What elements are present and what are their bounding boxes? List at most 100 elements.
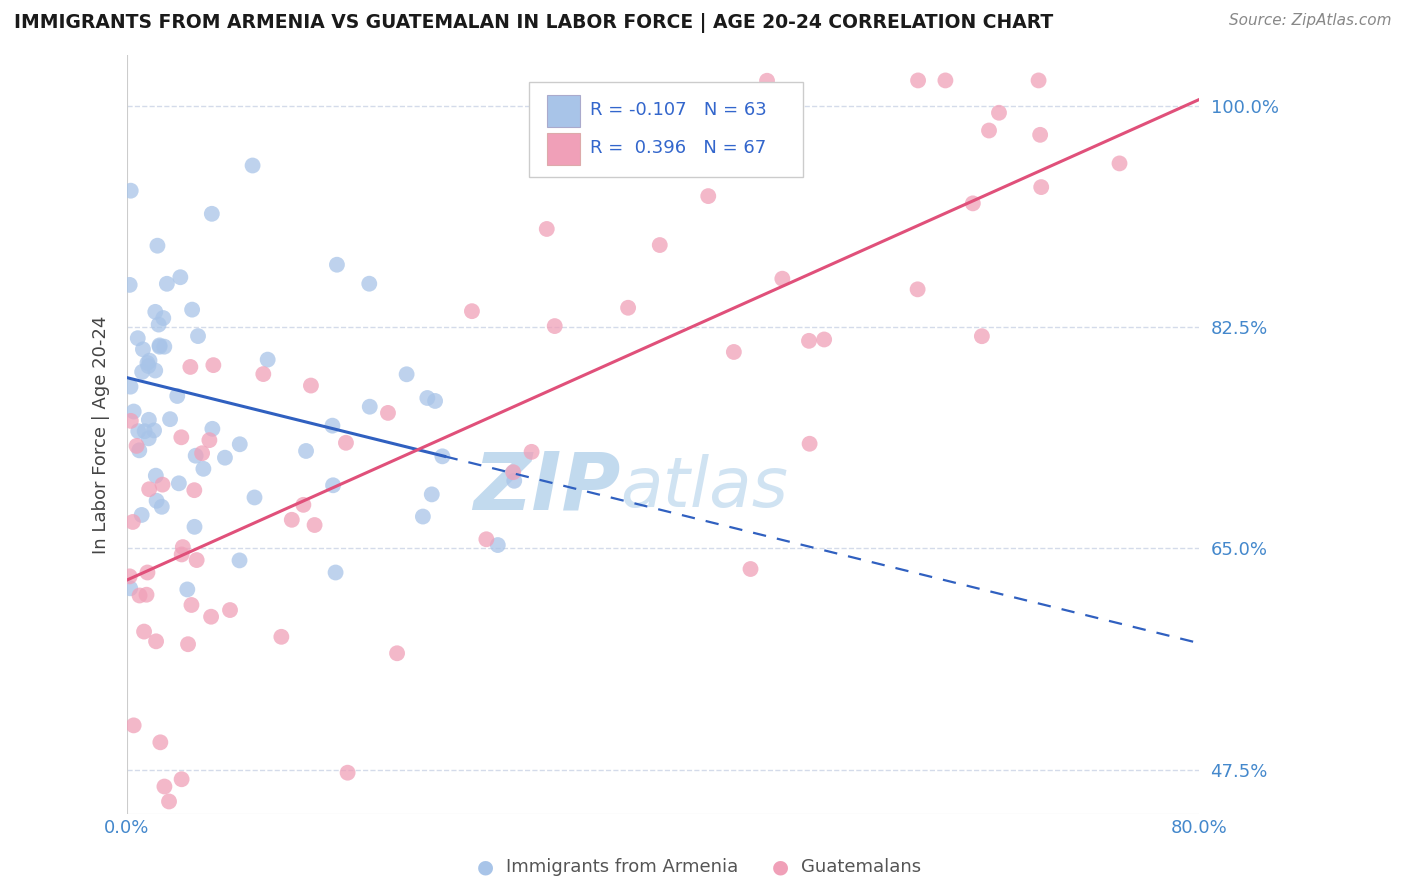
- Point: [183, 520, 205, 534]
- Point: [416, 391, 439, 405]
- Point: [1031, 180, 1053, 194]
- FancyBboxPatch shape: [529, 82, 803, 177]
- Text: R = -0.107   N = 63: R = -0.107 N = 63: [591, 101, 768, 119]
- Text: R =  0.396   N = 67: R = 0.396 N = 67: [591, 139, 766, 157]
- Point: [322, 478, 344, 492]
- Point: [219, 603, 242, 617]
- Point: [503, 474, 526, 488]
- Point: [295, 444, 318, 458]
- Point: [202, 358, 225, 372]
- Point: [359, 277, 381, 291]
- Point: [181, 302, 204, 317]
- Point: [167, 476, 190, 491]
- Point: [756, 74, 779, 88]
- Point: [183, 483, 205, 498]
- Point: [187, 329, 209, 343]
- Point: [252, 367, 274, 381]
- Point: [420, 487, 443, 501]
- Point: [907, 282, 929, 296]
- Point: [153, 780, 176, 794]
- Point: [121, 515, 143, 529]
- Point: [201, 422, 224, 436]
- Point: [131, 365, 153, 379]
- Point: [138, 359, 160, 373]
- Point: [229, 437, 252, 451]
- Point: [1028, 73, 1050, 87]
- Point: [977, 123, 1000, 137]
- Point: [193, 462, 215, 476]
- Point: [177, 637, 200, 651]
- Point: [136, 566, 159, 580]
- Point: [159, 412, 181, 426]
- Point: [132, 624, 155, 639]
- Bar: [547, 95, 579, 128]
- Point: [149, 340, 172, 354]
- Point: [200, 609, 222, 624]
- Point: [176, 582, 198, 597]
- Point: [502, 465, 524, 479]
- Text: Source: ZipAtlas.com: Source: ZipAtlas.com: [1229, 13, 1392, 29]
- Point: [146, 238, 169, 252]
- Point: [118, 569, 141, 583]
- Point: [136, 356, 159, 370]
- Point: [131, 508, 153, 522]
- Point: [135, 588, 157, 602]
- Point: [120, 414, 142, 428]
- Point: [723, 345, 745, 359]
- Point: [270, 630, 292, 644]
- Point: [988, 105, 1011, 120]
- Point: [128, 589, 150, 603]
- Point: [118, 277, 141, 292]
- Point: [243, 491, 266, 505]
- Text: IMMIGRANTS FROM ARMENIA VS GUATEMALAN IN LABOR FORCE | AGE 20-24 CORRELATION CHA: IMMIGRANTS FROM ARMENIA VS GUATEMALAN IN…: [14, 13, 1053, 33]
- Point: [520, 445, 543, 459]
- Point: [157, 795, 180, 809]
- Text: Guatemalans: Guatemalans: [801, 858, 921, 876]
- Point: [143, 363, 166, 377]
- Point: [907, 73, 929, 87]
- Point: [184, 449, 207, 463]
- Point: [138, 431, 160, 445]
- Point: [132, 343, 155, 357]
- Point: [150, 500, 173, 514]
- Text: ●: ●: [477, 857, 494, 877]
- Point: [170, 772, 193, 787]
- Y-axis label: In Labor Force | Age 20-24: In Labor Force | Age 20-24: [93, 316, 110, 554]
- Point: [201, 207, 224, 221]
- Point: [186, 553, 208, 567]
- Point: [145, 634, 167, 648]
- Point: [740, 562, 762, 576]
- Point: [152, 311, 174, 326]
- Point: [486, 538, 509, 552]
- Point: [304, 518, 326, 533]
- Point: [153, 340, 176, 354]
- Point: [172, 540, 194, 554]
- Point: [128, 443, 150, 458]
- Point: [292, 498, 315, 512]
- Text: ZIP: ZIP: [472, 449, 620, 526]
- Point: [179, 359, 201, 374]
- Point: [1108, 156, 1130, 170]
- Point: [122, 718, 145, 732]
- Point: [180, 598, 202, 612]
- Point: [799, 436, 821, 450]
- Point: [148, 338, 170, 352]
- Bar: [547, 133, 579, 165]
- Point: [138, 353, 160, 368]
- Point: [934, 73, 956, 87]
- Point: [735, 147, 758, 161]
- Point: [770, 271, 793, 285]
- Point: [377, 406, 399, 420]
- Point: [122, 404, 145, 418]
- Point: [148, 318, 170, 332]
- Point: [127, 424, 149, 438]
- Point: [120, 184, 142, 198]
- Point: [152, 477, 174, 491]
- Point: [127, 331, 149, 345]
- Point: [145, 493, 167, 508]
- Point: [335, 435, 357, 450]
- Point: [138, 482, 160, 496]
- Point: [256, 352, 278, 367]
- Point: [198, 433, 221, 447]
- Point: [395, 368, 418, 382]
